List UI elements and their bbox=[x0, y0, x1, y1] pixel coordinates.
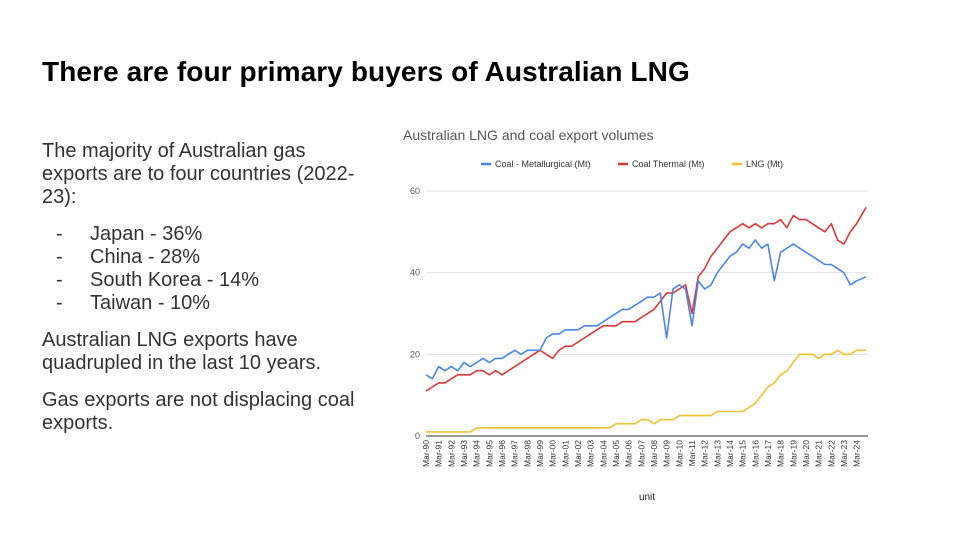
y-tick-label: 40 bbox=[410, 268, 420, 278]
x-tick-label: Mar-11 bbox=[687, 440, 697, 467]
x-tick-label: Mar-03 bbox=[586, 440, 596, 467]
lng-growth-paragraph: Australian LNG exports have quadrupled i… bbox=[42, 329, 322, 374]
x-tick-label: Mar-05 bbox=[611, 440, 621, 467]
x-tick-label: Mar-06 bbox=[624, 440, 634, 467]
series-line bbox=[426, 349, 867, 433]
legend-label: LNG (Mt) bbox=[746, 159, 783, 169]
bullet-dash: - bbox=[56, 269, 63, 291]
x-tick-label: Mar-10 bbox=[674, 440, 684, 467]
x-tick-label: Mar-00 bbox=[548, 440, 558, 467]
x-axis-label: unit bbox=[639, 492, 655, 503]
x-tick-label: Mar-17 bbox=[763, 440, 773, 467]
list-item-text: Japan - 36% bbox=[90, 223, 203, 245]
y-tick-label: 60 bbox=[410, 186, 420, 196]
list-item: - Taiwan - 10% bbox=[42, 292, 372, 315]
x-tick-label: Mar-07 bbox=[636, 440, 646, 467]
intro-paragraph: The majority of Australian gas exports a… bbox=[42, 140, 355, 208]
x-tick-label: Mar-22 bbox=[826, 440, 836, 467]
x-tick-label: Mar-23 bbox=[839, 440, 849, 467]
x-tick-label: Mar-20 bbox=[801, 440, 811, 467]
x-tick-label: Mar-96 bbox=[497, 440, 507, 467]
chart-series-lines bbox=[425, 206, 867, 433]
x-tick-label: Mar-08 bbox=[649, 440, 659, 467]
list-item-text: South Korea - 14% bbox=[90, 269, 259, 291]
x-tick-label: Mar-16 bbox=[750, 440, 760, 467]
x-tick-label: Mar-21 bbox=[814, 440, 824, 467]
x-tick-label: Mar-98 bbox=[522, 440, 532, 467]
x-tick-label: Mar-19 bbox=[788, 440, 798, 467]
x-axis: Mar-90 Mar-91 Mar-92 Mar-93 Mar-94 Mar-95 Mar-… bbox=[421, 440, 862, 467]
x-tick-label: Mar-90 bbox=[421, 440, 431, 467]
x-tick-label: Mar-99 bbox=[535, 440, 545, 467]
x-tick-label: Mar-18 bbox=[776, 440, 786, 467]
x-tick-label: Mar-91 bbox=[434, 440, 444, 467]
series-line bbox=[425, 206, 867, 392]
x-tick-label: Mar-15 bbox=[738, 440, 748, 467]
country-list: - Japan - 36% - China - 28% - South Korea -… bbox=[42, 223, 372, 315]
legend-label: Coal Thermal (Mt) bbox=[632, 159, 704, 169]
bullet-dash: - bbox=[56, 292, 63, 314]
bullet-dash: - bbox=[56, 223, 63, 245]
x-tick-label: Mar-02 bbox=[573, 440, 583, 467]
x-tick-label: Mar-04 bbox=[598, 440, 608, 467]
slide-title: There are four primary buyers of Austral… bbox=[42, 56, 690, 87]
x-tick-label: Mar-13 bbox=[712, 440, 722, 467]
chart-grid bbox=[426, 190, 868, 437]
y-axis: 0 20 40 60 bbox=[410, 186, 420, 441]
line-chart: Australian LNG and coal export volumes C… bbox=[403, 127, 868, 503]
list-item-text: China - 28% bbox=[90, 246, 201, 268]
x-tick-label: Mar-14 bbox=[725, 440, 735, 467]
coal-paragraph: Gas exports are not displacing coal expo… bbox=[42, 389, 355, 434]
x-tick-label: Mar-97 bbox=[510, 440, 520, 467]
chart-legend: Coal - Metallurgical (Mt) Coal Thermal (M… bbox=[481, 159, 783, 169]
list-item: - Japan - 36% bbox=[42, 223, 372, 246]
x-tick-label: Mar-12 bbox=[700, 440, 710, 467]
x-tick-label: Mar-93 bbox=[459, 440, 469, 467]
x-tick-label: Mar-24 bbox=[852, 440, 862, 467]
x-tick-label: Mar-09 bbox=[662, 440, 672, 467]
series-line bbox=[425, 239, 867, 380]
body-text: The majority of Australian gas exports a… bbox=[42, 140, 372, 449]
x-tick-label: Mar-92 bbox=[446, 440, 456, 467]
chart-title: Australian LNG and coal export volumes bbox=[403, 127, 654, 143]
chart-container: Australian LNG and coal export volumes C… bbox=[392, 118, 892, 510]
y-tick-label: 0 bbox=[415, 431, 420, 441]
x-tick-label: Mar-01 bbox=[560, 440, 570, 467]
list-item: - China - 28% bbox=[42, 246, 372, 269]
x-tick-label: Mar-95 bbox=[484, 440, 494, 467]
y-tick-label: 20 bbox=[410, 349, 420, 359]
list-item: - South Korea - 14% bbox=[42, 269, 372, 292]
x-tick-label: Mar-94 bbox=[472, 440, 482, 467]
bullet-dash: - bbox=[56, 246, 63, 268]
list-item-text: Taiwan - 10% bbox=[90, 292, 211, 314]
legend-label: Coal - Metallurgical (Mt) bbox=[495, 159, 591, 169]
